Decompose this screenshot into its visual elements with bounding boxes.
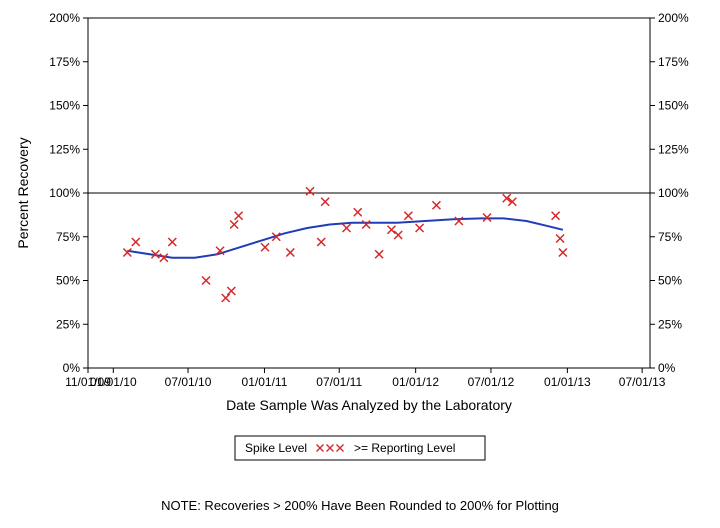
legend-title: Spike Level bbox=[245, 441, 307, 455]
y-tick-label: 75% bbox=[56, 230, 80, 244]
scatter-point bbox=[227, 287, 235, 295]
note-text: NOTE: Recoveries > 200% Have Been Rounde… bbox=[161, 498, 559, 513]
chart-svg: 0% 0% 25% 25% 50% 50% 75% 75% 100% 100% 125% 125% 15… bbox=[0, 0, 720, 528]
x-tick-label: 07/01/10 bbox=[165, 375, 212, 389]
y-tick-label-right: 125% bbox=[658, 142, 689, 156]
scatter-point bbox=[394, 231, 402, 239]
x-tick-label: 01/01/10 bbox=[90, 375, 137, 389]
scatter-point bbox=[559, 249, 567, 257]
scatter-point bbox=[230, 221, 238, 229]
y-tick-label-right: 50% bbox=[658, 274, 682, 288]
scatter-point bbox=[404, 212, 412, 220]
y-tick-label-right: 25% bbox=[658, 317, 682, 331]
scatter-point bbox=[168, 238, 176, 246]
scatter-point bbox=[286, 249, 294, 257]
scatter-point bbox=[202, 277, 210, 285]
x-tick-label: 01/01/13 bbox=[544, 375, 591, 389]
scatter-point bbox=[261, 243, 269, 251]
scatter-point bbox=[556, 235, 564, 243]
y-axis-label: Percent Recovery bbox=[15, 137, 31, 248]
scatter-point bbox=[321, 198, 329, 206]
y-tick-label-right: 100% bbox=[658, 186, 689, 200]
scatter-point bbox=[343, 224, 351, 232]
x-tick-label: 07/01/12 bbox=[468, 375, 515, 389]
scatter-point bbox=[552, 212, 560, 220]
y-tick-label: 200% bbox=[49, 11, 80, 25]
y-tick-label: 50% bbox=[56, 274, 80, 288]
scatter-point bbox=[306, 187, 314, 195]
y-tick-label-right: 0% bbox=[658, 361, 676, 375]
scatter-point bbox=[375, 250, 383, 258]
y-tick-label-right: 175% bbox=[658, 55, 689, 69]
y-tick-label: 100% bbox=[49, 186, 80, 200]
scatter-point bbox=[416, 224, 424, 232]
scatter-point bbox=[132, 238, 140, 246]
scatter-point bbox=[387, 226, 395, 234]
scatter-point bbox=[222, 294, 230, 302]
x-tick-label: 01/01/12 bbox=[392, 375, 439, 389]
scatter-point bbox=[362, 221, 370, 229]
x-tick-label: 07/01/11 bbox=[316, 375, 362, 389]
y-tick-label: 175% bbox=[49, 55, 80, 69]
legend-item-label: >= Reporting Level bbox=[354, 441, 455, 455]
scatter-point bbox=[235, 212, 243, 220]
x-tick-label: 01/01/11 bbox=[242, 375, 288, 389]
y-tick-label: 150% bbox=[49, 99, 80, 113]
y-tick-label: 25% bbox=[56, 317, 80, 331]
y-tick-label: 0% bbox=[63, 361, 81, 375]
trend-line bbox=[127, 218, 563, 257]
scatter-point bbox=[123, 249, 131, 257]
chart-container: 0% 0% 25% 25% 50% 50% 75% 75% 100% 100% 125% 125% 15… bbox=[0, 0, 720, 528]
scatter-point bbox=[317, 238, 325, 246]
y-tick-label: 125% bbox=[49, 142, 80, 156]
scatter-point bbox=[354, 208, 362, 216]
x-axis-label: Date Sample Was Analyzed by the Laborato… bbox=[226, 397, 512, 413]
y-tick-label-right: 75% bbox=[658, 230, 682, 244]
scatter-point bbox=[432, 201, 440, 209]
x-tick-label: 07/01/13 bbox=[619, 375, 666, 389]
y-tick-label-right: 200% bbox=[658, 11, 689, 25]
y-tick-label-right: 150% bbox=[658, 99, 689, 113]
